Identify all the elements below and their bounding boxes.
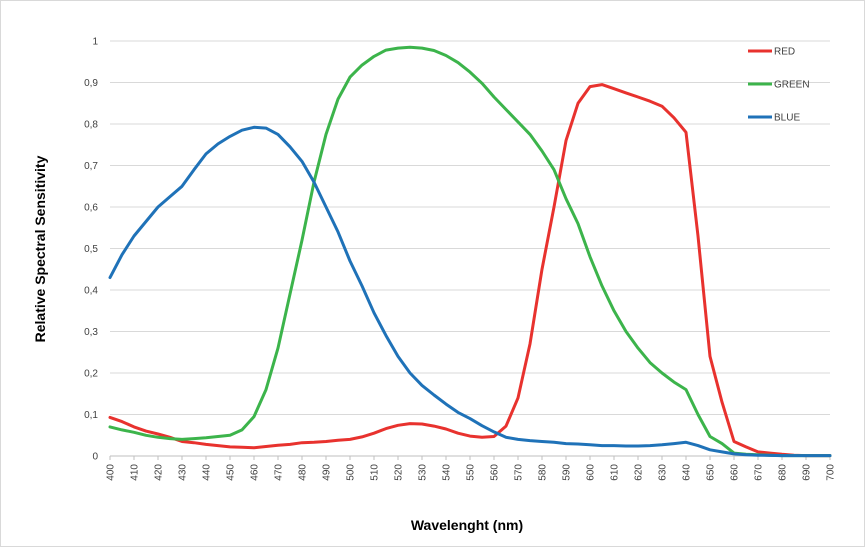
y-tick-label: 0,6: [84, 203, 98, 214]
y-tick-label: 0,7: [84, 161, 98, 172]
x-tick-label: 540: [442, 464, 453, 481]
x-tick-label: 680: [778, 464, 789, 481]
x-tick-label: 630: [658, 464, 669, 481]
x-tick-label: 480: [298, 464, 309, 481]
x-tick-label: 570: [514, 464, 525, 481]
x-axis-ticks: 400 410 420 430 440 450 460 470 480 490 500 510 520 5…: [106, 456, 837, 481]
x-tick-label: 500: [346, 464, 357, 481]
x-tick-label: 530: [418, 464, 429, 481]
x-tick-label: 690: [802, 464, 813, 481]
y-tick-label: 0,9: [84, 78, 98, 89]
x-tick-label: 400: [106, 464, 117, 481]
x-tick-label: 610: [610, 464, 621, 481]
series-line-green: [108, 45, 832, 458]
x-axis-title: Wavelenght (nm): [411, 517, 523, 533]
x-tick-label: 590: [562, 464, 573, 481]
x-tick-label: 430: [178, 464, 189, 481]
x-tick-label: 510: [370, 464, 381, 481]
y-tick-label: 0: [92, 452, 98, 463]
y-tick-label: 0,4: [84, 286, 98, 297]
series-line-red: [108, 83, 832, 458]
x-tick-label: 560: [490, 464, 501, 481]
y-tick-label: 0,2: [84, 369, 98, 380]
legend: RED GREEN BLUE: [748, 47, 810, 124]
x-tick-label: 450: [226, 464, 237, 481]
x-tick-label: 470: [274, 464, 285, 481]
legend-label-blue: BLUE: [774, 113, 800, 124]
x-tick-label: 440: [202, 464, 213, 481]
y-tick-label: 0,1: [84, 410, 98, 421]
x-tick-label: 580: [538, 464, 549, 481]
x-tick-label: 660: [730, 464, 741, 481]
y-tick-label: 0,5: [84, 244, 98, 255]
x-tick-label: 460: [250, 464, 261, 481]
y-tick-label: 1: [92, 37, 98, 48]
y-axis-title: Relative Spectral Sensitivity: [32, 155, 48, 342]
series-lines: [108, 45, 832, 458]
x-tick-label: 490: [322, 464, 333, 481]
x-tick-label: 520: [394, 464, 405, 481]
x-tick-label: 640: [682, 464, 693, 481]
x-tick-label: 700: [826, 464, 837, 481]
gridlines: [110, 40, 830, 457]
series-line-blue: [108, 125, 832, 458]
x-tick-label: 420: [154, 464, 165, 481]
x-tick-label: 550: [466, 464, 477, 481]
x-tick-label: 600: [586, 464, 597, 481]
y-tick-label: 0,8: [84, 120, 98, 131]
x-tick-label: 620: [634, 464, 645, 481]
y-axis-ticks: 0 0,1 0,2 0,3 0,4 0,5 0,6 0,7 0,8 0,9 1: [84, 37, 98, 463]
x-tick-label: 410: [130, 464, 141, 481]
legend-label-green: GREEN: [774, 80, 810, 91]
x-tick-label: 670: [754, 464, 765, 481]
x-tick-label: 650: [706, 464, 717, 481]
y-tick-label: 0,3: [84, 327, 98, 338]
legend-label-red: RED: [774, 47, 795, 58]
